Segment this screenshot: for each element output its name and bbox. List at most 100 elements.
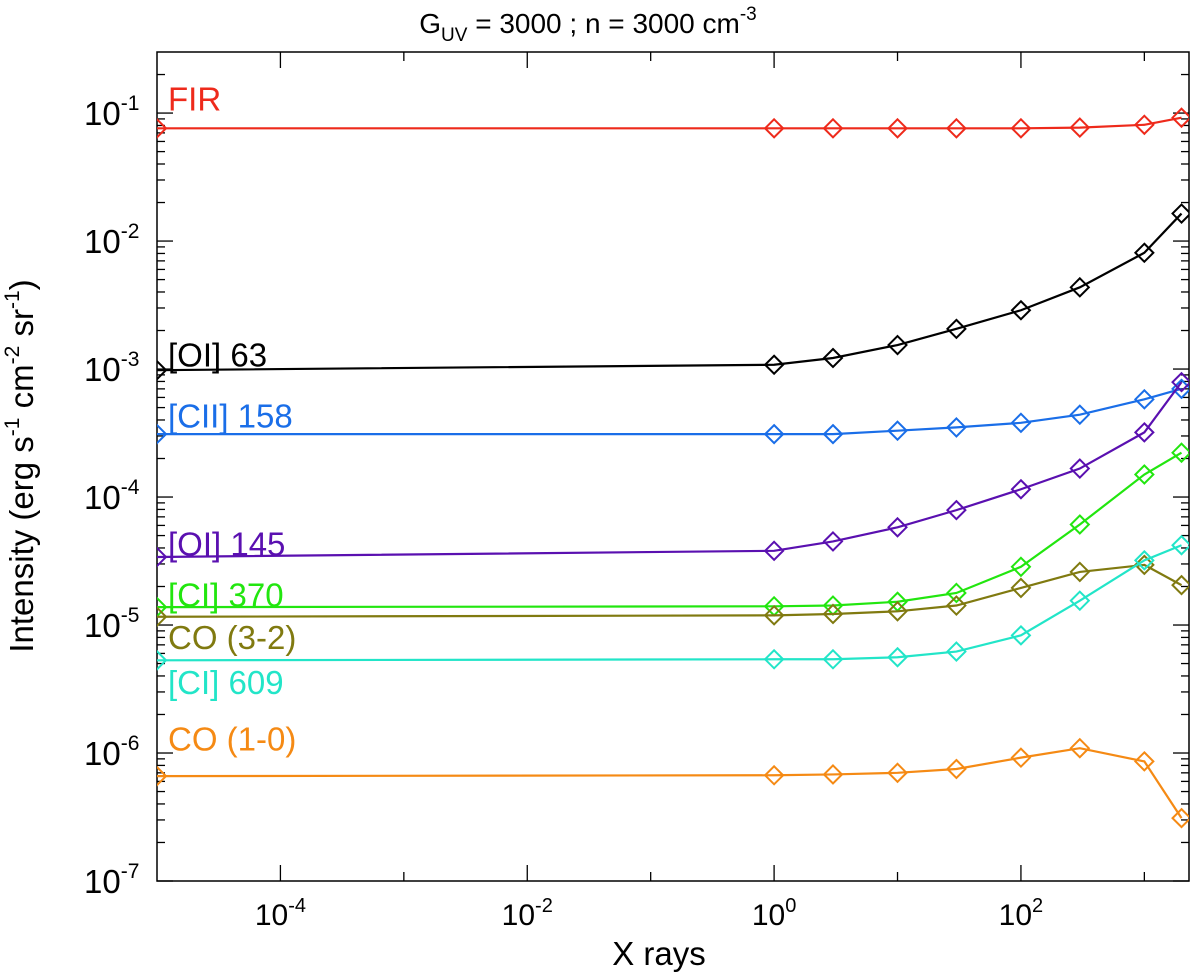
data-point	[1133, 750, 1155, 772]
data-point	[1133, 421, 1155, 443]
data-point	[887, 420, 908, 442]
y-tick-label-exp: -5	[121, 604, 140, 627]
chart-title-sup: -3	[740, 4, 757, 25]
y-tick-label-exp: -2	[121, 220, 140, 243]
data-point	[945, 641, 967, 663]
data-point	[1010, 747, 1032, 769]
series-line	[157, 544, 1182, 662]
data-point	[157, 596, 168, 618]
data-point	[763, 604, 785, 626]
series-line	[157, 451, 1183, 609]
data-point	[157, 117, 168, 139]
series-label: CO (3-2)	[168, 619, 296, 656]
data-point	[945, 595, 967, 616]
data-point	[1010, 478, 1032, 500]
y-tick-label-base: 10	[84, 223, 121, 260]
series-label: [CI] 609	[168, 664, 284, 701]
y-tick-label-base: 10	[84, 479, 121, 516]
data-point	[822, 531, 844, 552]
y-tick-label-exp: -7	[121, 860, 140, 883]
chart-title-sub: UV	[441, 25, 468, 46]
data-point	[763, 354, 785, 376]
y-axis-label-sup3: -1	[1, 290, 24, 309]
y-axis-label-part2: cm	[3, 364, 40, 417]
data-point	[887, 334, 908, 356]
data-point	[1171, 107, 1189, 129]
data-point	[1133, 114, 1155, 136]
data-point	[945, 416, 967, 438]
data-point	[1069, 404, 1091, 426]
y-tick-label-exp: -4	[121, 476, 140, 499]
data-point	[822, 117, 844, 139]
data-point	[822, 648, 844, 670]
x-tick-label: 102	[999, 895, 1044, 932]
chart-title: GUV = 3000 ; n = 3000 cm-3	[419, 4, 757, 46]
chart-title-mid: = 3000 ; n = 3000 cm	[467, 8, 739, 39]
series-line	[157, 387, 1182, 436]
y-tick-label-base: 10	[84, 95, 121, 132]
data-point	[1069, 514, 1091, 535]
data-point	[1133, 242, 1155, 264]
data-point	[1010, 624, 1032, 646]
series-label: [CI] 370	[168, 576, 284, 613]
series-line	[157, 116, 1182, 130]
series-line	[157, 747, 1183, 819]
data-point	[157, 359, 168, 381]
data-point	[945, 318, 967, 340]
y-tick-label: 10-7	[84, 860, 139, 900]
data-point	[887, 516, 908, 538]
data-point	[945, 499, 967, 521]
data-point	[157, 423, 168, 445]
data-point	[763, 540, 785, 562]
x-axis-label: X rays	[612, 935, 706, 972]
x-tick-label: 10-2	[502, 895, 553, 932]
data-point	[1010, 299, 1032, 321]
y-tick-label: 10-5	[84, 604, 139, 644]
data-point	[1069, 737, 1091, 759]
data-point	[1069, 561, 1091, 583]
x-tick-label-exp: 0	[785, 895, 796, 917]
series-line	[157, 563, 1183, 618]
data-point	[822, 603, 844, 625]
series	[157, 737, 1189, 829]
data-point	[763, 423, 785, 445]
series	[157, 203, 1189, 381]
data-point	[157, 765, 168, 787]
x-tick-label-exp: -4	[288, 895, 306, 917]
series	[157, 442, 1189, 618]
y-axis-label-part3: sr	[3, 309, 40, 346]
data-point	[1069, 276, 1091, 298]
y-axis-label: Intensity (erg s-1 cm-2 sr-1)	[1, 279, 40, 652]
data-point	[1171, 442, 1189, 464]
data-point	[1069, 117, 1091, 139]
data-point	[822, 347, 844, 369]
x-tick-label-base: 10	[255, 899, 288, 932]
data-point	[1010, 117, 1032, 139]
x-tick-label-exp: -2	[535, 895, 553, 917]
x-tick-label: 100	[752, 895, 797, 932]
data-point	[945, 582, 967, 604]
y-tick-label-base: 10	[84, 351, 121, 388]
data-point	[1171, 807, 1189, 829]
y-axis-label-sup2: -2	[1, 346, 24, 365]
data-point	[1171, 203, 1189, 224]
y-axis-label-sup1: -1	[1, 418, 24, 437]
series-line	[157, 381, 1183, 559]
data-point	[887, 117, 908, 139]
data-point	[763, 648, 785, 670]
data-point	[1133, 464, 1155, 485]
series-label: FIR	[168, 80, 221, 117]
series-group: FIR [OI] 63 [CII] 158 [OI] 145 [CI] 370 CO (3…	[157, 80, 1189, 829]
data-point	[157, 649, 168, 671]
data-point	[157, 546, 168, 568]
series-label: [CII] 158	[168, 397, 293, 434]
data-point	[1171, 371, 1189, 393]
series	[157, 107, 1189, 139]
series-line	[157, 212, 1183, 372]
data-point	[1133, 554, 1155, 576]
data-point	[1010, 556, 1032, 578]
x-tick-label-exp: 2	[1032, 895, 1043, 917]
data-point	[1010, 577, 1032, 599]
y-tick-label-base: 10	[84, 735, 121, 772]
